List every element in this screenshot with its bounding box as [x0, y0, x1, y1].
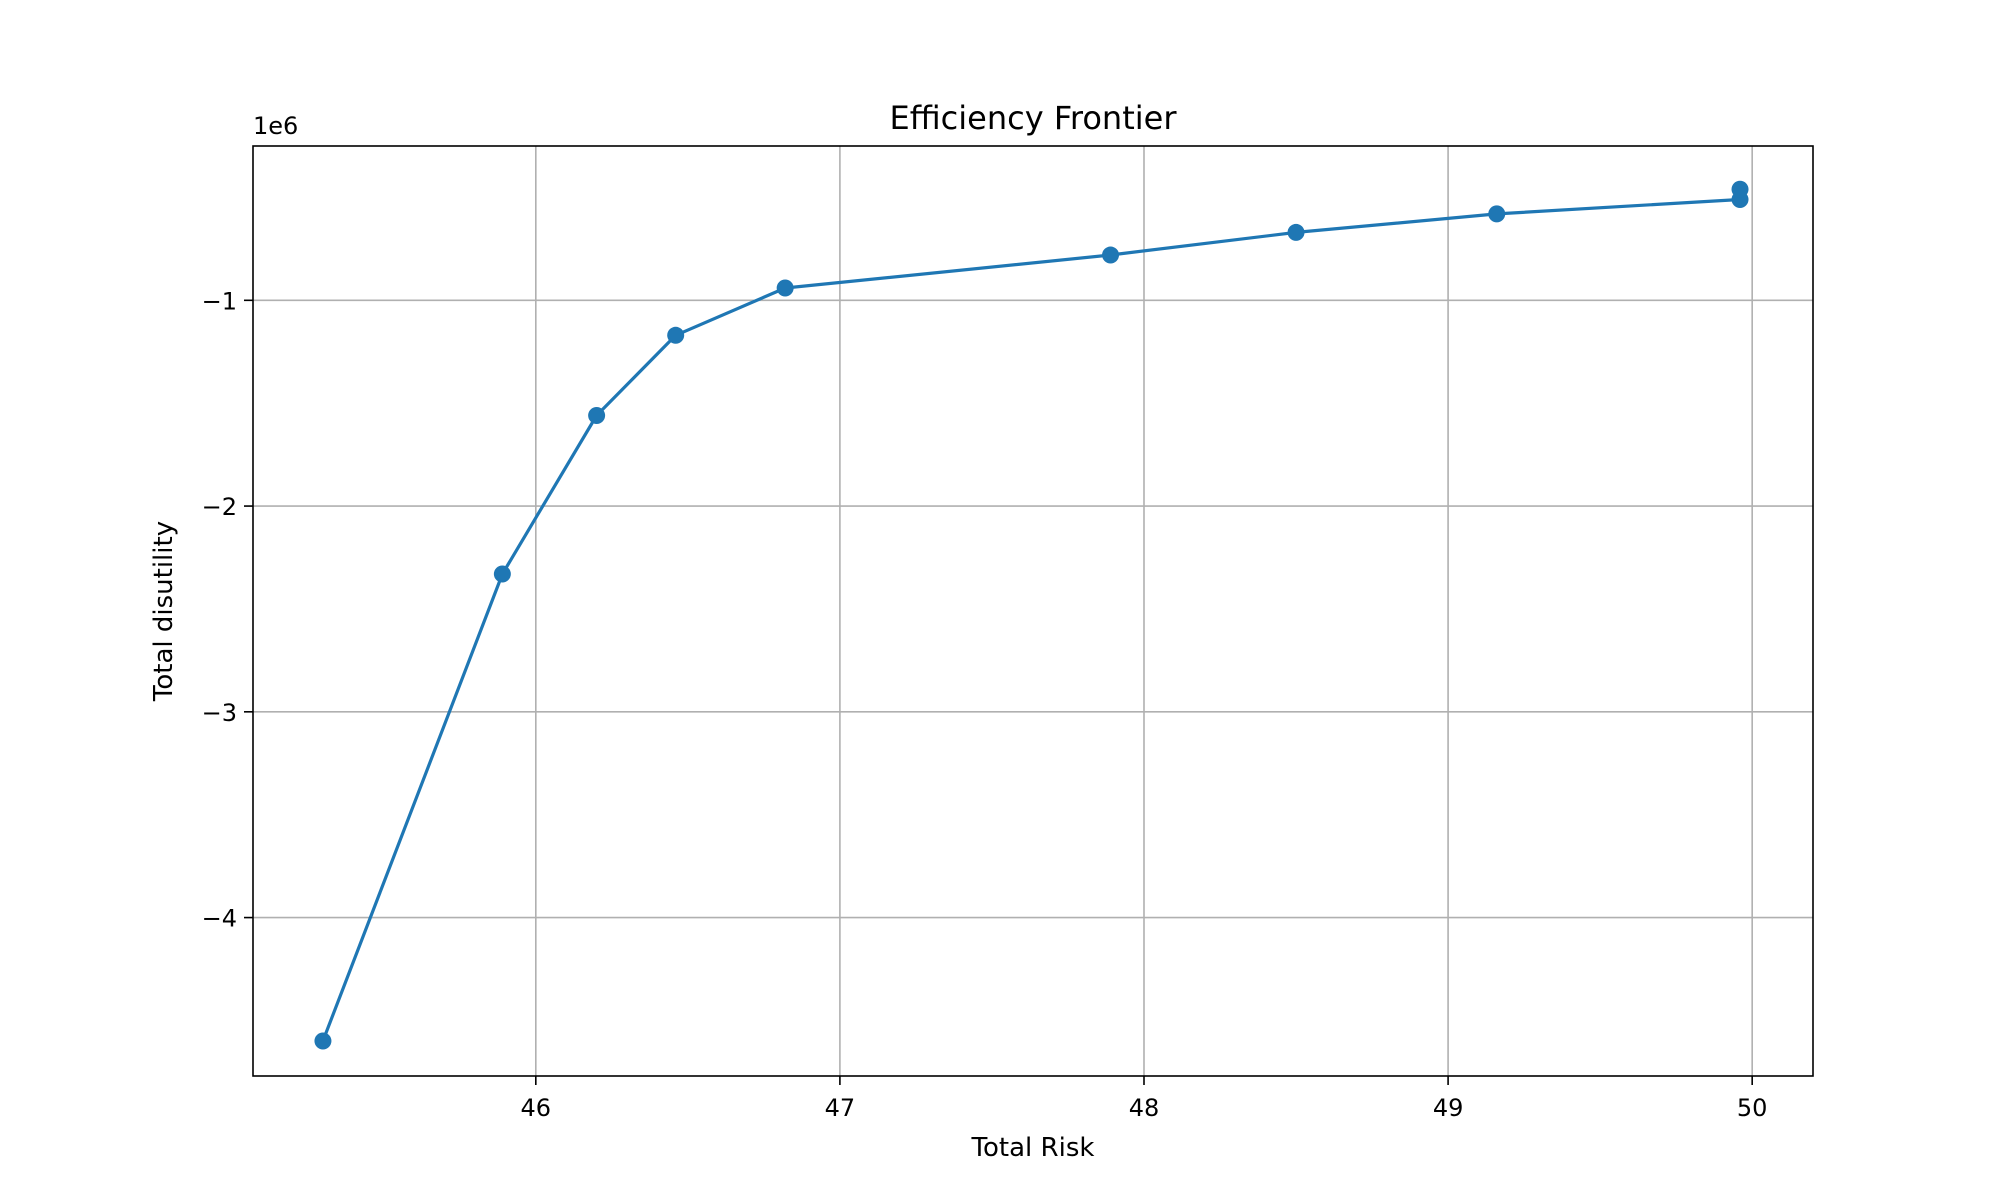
data-point: [1488, 205, 1506, 223]
x-tick-label: 49: [1433, 1094, 1464, 1122]
chart-title: Efficiency Frontier: [890, 99, 1178, 137]
y-tick-labels: −1 −2 −3 −4: [202, 287, 237, 932]
y-tick-label: −2: [202, 493, 237, 521]
axes-frame: [252, 145, 1814, 1077]
data-series: [314, 180, 1749, 1050]
tick-marks: [244, 299, 1753, 1085]
data-point: [1731, 180, 1749, 198]
data-point: [588, 407, 606, 425]
data-point: [1102, 246, 1120, 264]
x-tick-labels: 46 47 48 49 50: [521, 1094, 1768, 1122]
x-tick-label: 47: [825, 1094, 856, 1122]
grid-lines: [253, 146, 1813, 1076]
x-axis-title: Total Risk: [971, 1133, 1095, 1163]
data-point: [314, 1032, 332, 1050]
data-point: [776, 279, 794, 297]
y-tick-label: −4: [202, 905, 237, 933]
data-point: [493, 565, 511, 583]
x-tick-label: 48: [1129, 1094, 1160, 1122]
y-tick-label: −1: [202, 287, 237, 315]
series-line: [321, 189, 1742, 1042]
data-point: [667, 326, 685, 344]
y-axis-offset-label: 1e6: [253, 112, 298, 140]
x-tick-label: 46: [521, 1094, 552, 1122]
y-axis-title: Total disutility: [149, 521, 179, 702]
x-tick-label: 50: [1737, 1094, 1768, 1122]
data-point: [1287, 223, 1305, 241]
y-tick-label: −3: [202, 699, 237, 727]
